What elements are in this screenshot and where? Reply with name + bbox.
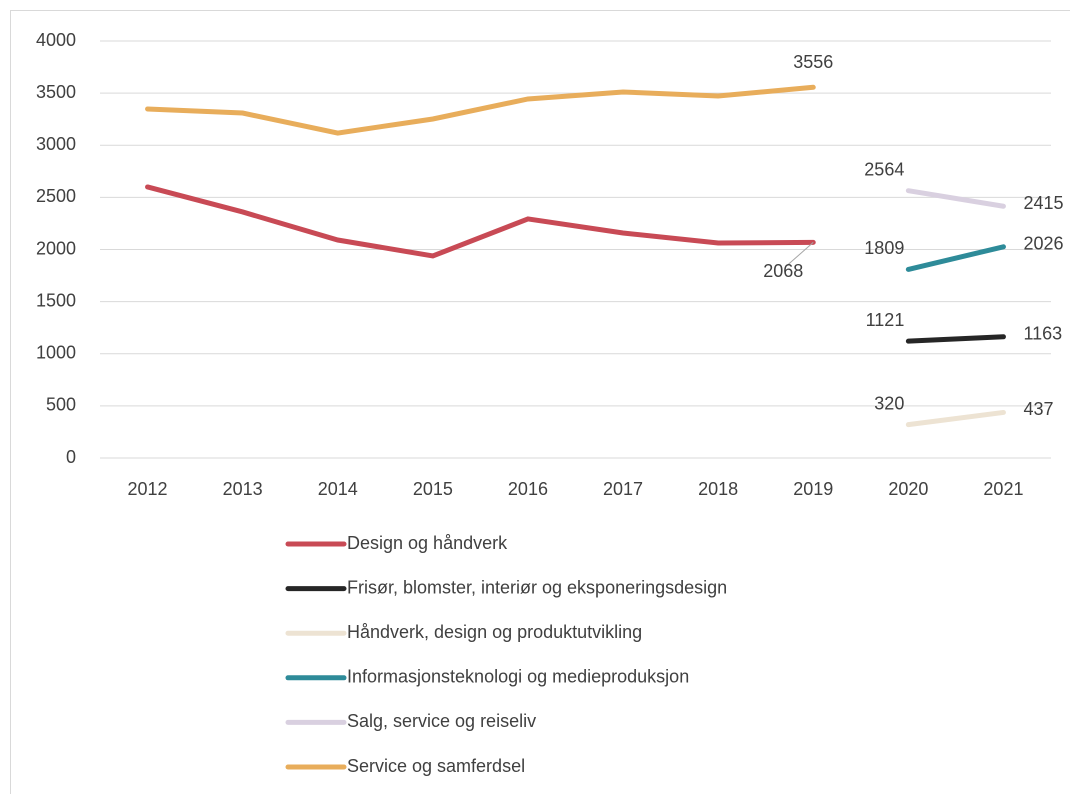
data-label: 1121	[866, 310, 905, 330]
y-tick-label: 2000	[36, 238, 76, 258]
data-label: 2026	[1023, 234, 1063, 254]
x-tick-label: 2013	[223, 479, 263, 499]
chart-border	[10, 10, 1070, 794]
y-tick-label: 0	[66, 447, 76, 467]
y-tick-label: 500	[46, 395, 76, 415]
y-tick-label: 1500	[36, 290, 76, 310]
legend-label: Informasjonsteknologi og medieproduksjon	[347, 667, 689, 687]
data-label: 2415	[1023, 193, 1063, 213]
legend-label: Service og samferdsel	[347, 756, 525, 776]
data-label: 1163	[1023, 324, 1062, 344]
y-tick-label: 2500	[36, 186, 76, 206]
legend-label: Frisør, blomster, interiør og eksponerin…	[347, 577, 727, 597]
leader-line	[787, 242, 814, 265]
y-tick-label: 3000	[36, 134, 76, 154]
legend-label: Håndverk, design og produktutvikling	[347, 622, 642, 642]
y-tick-label: 1000	[36, 343, 76, 363]
legend-label: Design og håndverk	[347, 533, 508, 553]
data-label: 2564	[864, 159, 904, 179]
data-label: 320	[874, 393, 904, 413]
x-tick-label: 2015	[413, 479, 453, 499]
x-tick-label: 2020	[888, 479, 928, 499]
x-tick-label: 2017	[603, 479, 643, 499]
data-label: 2068	[763, 261, 803, 281]
x-tick-label: 2018	[698, 479, 738, 499]
y-tick-label: 4000	[36, 30, 76, 50]
series-line	[905, 244, 1006, 272]
x-tick-label: 2021	[983, 479, 1023, 499]
x-tick-label: 2014	[318, 479, 358, 499]
series-line	[905, 334, 1006, 344]
data-label: 3556	[793, 52, 833, 72]
x-tick-label: 2019	[793, 479, 833, 499]
legend-label: Salg, service og reiseliv	[347, 711, 536, 731]
series-line	[905, 409, 1006, 428]
data-label: 1809	[864, 238, 904, 258]
x-tick-label: 2012	[128, 479, 168, 499]
data-label: 437	[1023, 399, 1053, 419]
series-line	[145, 184, 816, 259]
y-tick-label: 3500	[36, 82, 76, 102]
series-line	[145, 84, 816, 136]
x-tick-label: 2016	[508, 479, 548, 499]
series-line	[905, 188, 1006, 209]
